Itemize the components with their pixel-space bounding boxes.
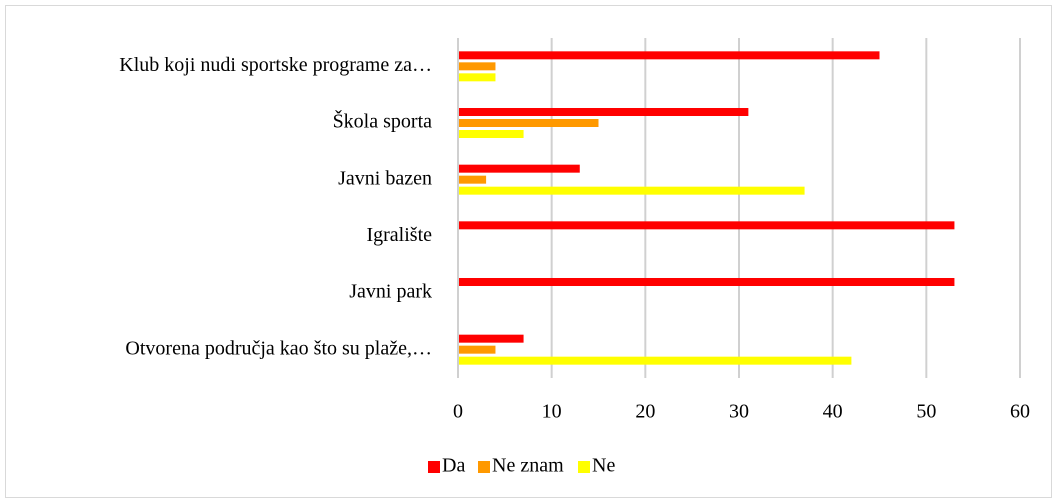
- y-tick-label: Otvorena područja kao što su plaže,…: [125, 337, 432, 359]
- y-tick-label: Klub koji nudi sportske programe za…: [119, 54, 432, 76]
- y-tick-label: Škola sporta: [333, 109, 433, 133]
- bar: [458, 186, 805, 195]
- bar: [458, 51, 880, 60]
- bar: [458, 345, 496, 354]
- bar: [458, 221, 955, 230]
- x-tick-label: 10: [542, 401, 562, 423]
- chart-border: [5, 5, 1052, 498]
- bar: [458, 62, 496, 71]
- y-tick-label: Javni park: [349, 281, 432, 303]
- legend-label: Da: [442, 455, 465, 477]
- y-tick-label: Javni bazen: [338, 167, 432, 189]
- bar: [458, 108, 749, 116]
- bar: [458, 278, 955, 286]
- x-tick-label: 0: [453, 401, 463, 423]
- x-tick-label: 50: [916, 401, 936, 423]
- bar: [458, 73, 496, 82]
- x-tick-label: 20: [635, 401, 655, 423]
- legend-label: Ne znam: [492, 455, 564, 477]
- x-tick-label: 40: [823, 401, 843, 423]
- bar: [458, 119, 599, 127]
- bar: [458, 334, 524, 343]
- bar: [458, 130, 524, 138]
- y-tick-label: Igralište: [366, 224, 432, 246]
- x-tick-label: 30: [729, 401, 749, 423]
- legend-swatch: [578, 461, 590, 473]
- legend-label: Ne: [592, 455, 615, 477]
- x-tick-label: 60: [1010, 401, 1030, 423]
- legend-swatch: [428, 461, 440, 473]
- bar: [458, 175, 487, 184]
- legend-swatch: [478, 461, 490, 473]
- bar: [458, 356, 852, 365]
- bar: [458, 164, 580, 173]
